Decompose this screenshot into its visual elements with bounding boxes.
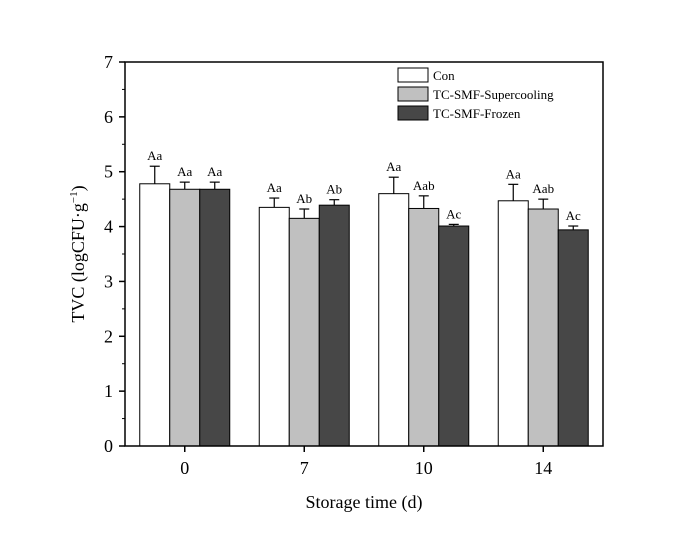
- bar: [199, 188, 231, 447]
- data-label: Aa: [506, 166, 521, 181]
- plot-area: Aa Aa Aa Aa Ab Ab Aa Aab Ac Aa Aab Ac: [139, 148, 589, 447]
- y-tick-label: 2: [104, 326, 113, 346]
- data-label: Aab: [532, 181, 554, 196]
- y-tick-label: 4: [104, 217, 113, 237]
- legend-swatch: [397, 67, 429, 83]
- y-axis-title: TVC (logCFU·g−1): [68, 185, 89, 322]
- y-axis-title-main: TVC (logCFU·g: [68, 203, 89, 323]
- y-tick-label: 1: [104, 381, 113, 401]
- y-tick-label: 5: [104, 162, 113, 182]
- bar: [139, 183, 171, 447]
- data-label: Aa: [207, 164, 222, 179]
- data-label: Ab: [326, 182, 342, 197]
- data-label: Ac: [566, 208, 581, 223]
- x-axis-title: Storage time (d): [306, 492, 423, 513]
- data-label: Aa: [147, 148, 162, 163]
- axis-ticks: 0 1 2 3 4 5 6 7 0 7 10 14: [104, 52, 552, 478]
- legend-label: TC-SMF-Supercooling: [433, 87, 554, 102]
- data-label: Aa: [177, 164, 192, 179]
- y-tick-label: 6: [104, 107, 113, 127]
- x-tick-label: 14: [534, 458, 552, 478]
- data-label: Ab: [296, 191, 312, 206]
- y-tick-label: 0: [104, 436, 113, 456]
- legend-label: TC-SMF-Frozen: [433, 106, 521, 121]
- bar: [557, 229, 589, 447]
- x-tick-label: 10: [415, 458, 433, 478]
- y-axis-title-superscript: −1: [68, 191, 80, 203]
- legend-swatch: [397, 105, 429, 121]
- x-tick-label: 0: [180, 458, 189, 478]
- bar: [438, 225, 470, 447]
- y-tick-label: 3: [104, 271, 113, 291]
- x-tick-label: 7: [300, 458, 309, 478]
- data-label: Aab: [413, 178, 435, 193]
- legend-swatch: [397, 86, 429, 102]
- bar: [169, 188, 201, 447]
- legend: Con TC-SMF-Supercooling TC-SMF-Frozen: [397, 67, 554, 121]
- data-label: Aa: [386, 159, 401, 174]
- y-tick-label: 7: [104, 52, 113, 72]
- bar: [288, 217, 320, 447]
- bar: [527, 208, 559, 447]
- bar: [318, 204, 350, 447]
- bar: [378, 193, 410, 447]
- bar: [408, 207, 440, 447]
- legend-label: Con: [433, 68, 455, 83]
- data-label: Aa: [267, 180, 282, 195]
- bar: [258, 206, 290, 447]
- y-axis-title-close: ): [68, 185, 89, 191]
- bar: [497, 200, 529, 447]
- data-label: Ac: [446, 206, 461, 221]
